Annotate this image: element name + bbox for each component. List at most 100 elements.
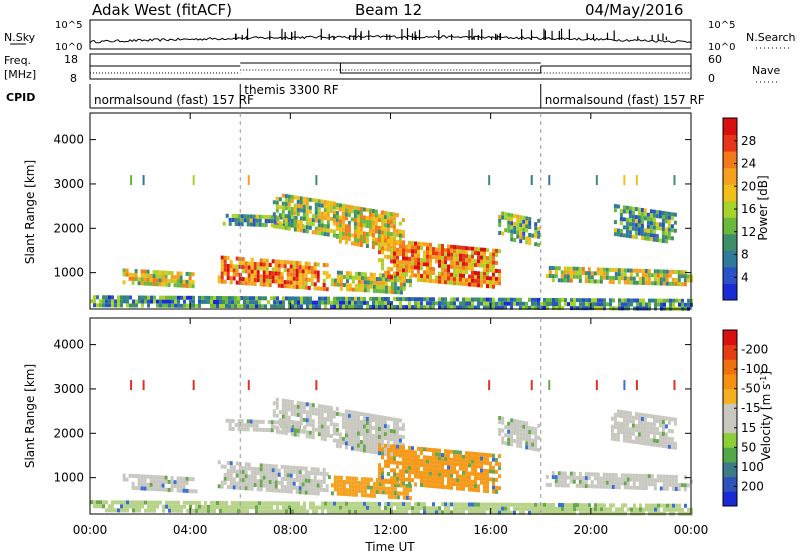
heatmap-cell <box>283 280 287 285</box>
heatmap-cell <box>435 460 438 465</box>
heatmap-cell <box>456 450 459 455</box>
heatmap-cell <box>444 276 447 281</box>
heatmap-cell <box>286 260 290 265</box>
heatmap-cell <box>423 483 426 488</box>
heatmap-cell <box>325 484 329 489</box>
heatmap-cell <box>605 480 609 485</box>
heatmap-cell <box>611 280 615 284</box>
heatmap-cell <box>616 437 620 442</box>
heatmap-cell <box>450 469 453 474</box>
heatmap-cell <box>392 417 396 422</box>
heatmap-cell <box>450 248 453 253</box>
heatmap-cell <box>359 440 363 444</box>
heatmap-cell <box>270 296 273 301</box>
heatmap-cell <box>384 490 388 495</box>
heatmap-cell <box>441 461 444 465</box>
heatmap-cell <box>295 261 299 265</box>
heatmap-cell <box>661 231 665 235</box>
heatmap-cell <box>158 483 162 488</box>
heatmap-cell <box>624 302 627 307</box>
heatmap-cell <box>531 446 535 451</box>
heatmap-cell <box>534 510 537 515</box>
heatmap-cell <box>164 487 168 492</box>
heatmap-cell <box>108 295 111 300</box>
heatmap-cell <box>573 302 576 307</box>
heatmap-cell <box>645 302 648 307</box>
heatmap-cell <box>621 302 624 307</box>
heatmap-cell <box>564 503 567 508</box>
heatmap-cell <box>302 429 306 434</box>
heatmap-cell <box>552 503 555 507</box>
heatmap-cell <box>153 500 156 505</box>
heatmap-cell <box>146 281 150 286</box>
heatmap-cell <box>371 221 375 225</box>
heatmap-cell <box>235 461 239 466</box>
heatmap-cell <box>183 504 186 509</box>
heatmap-cell <box>554 270 558 275</box>
heatmap-cell <box>332 422 336 427</box>
heatmap-cell <box>135 504 138 509</box>
heatmap-cell <box>498 428 502 432</box>
heatmap-cell <box>450 252 453 257</box>
heatmap-cell <box>122 280 126 285</box>
heatmap-cell <box>241 466 245 471</box>
heatmap-cell <box>129 303 132 308</box>
heatmap-cell <box>673 441 677 446</box>
heatmap-cell <box>396 290 400 295</box>
heatmap-cell <box>438 263 441 268</box>
heatmap-cell <box>348 300 351 305</box>
heatmap-cell <box>420 246 423 250</box>
heatmap-cell <box>625 221 629 226</box>
heatmap-cell <box>128 473 132 478</box>
heatmap-cell <box>165 504 168 509</box>
heatmap-cell <box>519 215 523 220</box>
heatmap-cell <box>667 444 671 449</box>
heatmap-cell <box>380 234 384 239</box>
heatmap-cell <box>426 463 429 468</box>
heatmap-cell <box>513 439 517 443</box>
heatmap-cell <box>519 219 523 224</box>
heatmap-cell <box>393 460 396 465</box>
heatmap-cell <box>423 479 426 484</box>
heatmap-cell <box>228 221 232 226</box>
heatmap-cell <box>638 481 642 486</box>
heatmap-cell <box>386 231 390 236</box>
heatmap-cell <box>102 504 105 509</box>
heatmap-cell <box>655 238 659 243</box>
heatmap-cell <box>525 445 529 450</box>
heatmap-cell <box>576 503 579 508</box>
heatmap-cell <box>492 465 495 470</box>
heatmap-cell <box>378 510 381 514</box>
heatmap-cell <box>304 474 308 479</box>
heatmap-cell <box>495 252 498 257</box>
heatmap-cell <box>258 505 261 510</box>
heatmap-cell <box>408 268 411 273</box>
heatmap-cell <box>516 502 519 507</box>
heatmap-cell <box>384 289 388 294</box>
heatmap-cell <box>459 253 462 258</box>
heatmap-cell <box>572 274 576 279</box>
heatmap-cell <box>299 429 303 434</box>
heatmap-cell <box>216 505 219 509</box>
heatmap-cell <box>438 452 441 457</box>
heatmap-cell <box>289 485 293 490</box>
heatmap-cell <box>531 233 535 238</box>
heatmap-cell <box>599 275 603 280</box>
heatmap-cell <box>629 272 633 277</box>
heatmap-cell <box>231 419 235 423</box>
heatmap-cell <box>560 471 564 476</box>
heatmap-cell <box>226 256 230 260</box>
heatmap-cell <box>325 275 329 280</box>
heatmap-cell <box>501 231 505 236</box>
heatmap-cell <box>468 246 471 251</box>
heatmap-cell <box>426 506 429 511</box>
heatmap-cell <box>486 469 489 474</box>
heatmap-cell <box>616 429 620 434</box>
heatmap-cell <box>351 279 355 284</box>
heatmap-cell <box>378 273 382 278</box>
heatmap-cell <box>384 486 388 491</box>
heatmap-cell <box>495 280 498 285</box>
heatmap-cell <box>649 233 653 238</box>
heatmap-cell <box>648 298 651 303</box>
heatmap-cell <box>621 306 624 311</box>
